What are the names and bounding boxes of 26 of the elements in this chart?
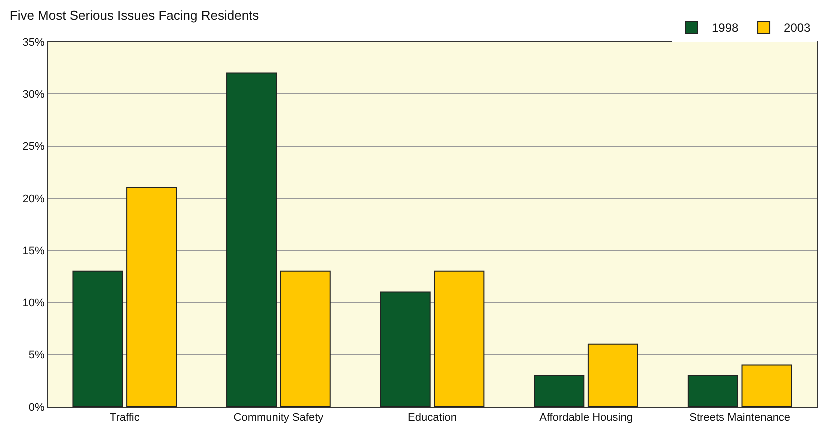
- bar: [742, 364, 792, 407]
- bar: [380, 292, 431, 407]
- bar: [434, 270, 485, 407]
- legend-label: 1998: [712, 21, 740, 36]
- y-tick-label: 20%: [22, 193, 46, 206]
- bar: [126, 188, 178, 407]
- legend-label: 2003: [784, 21, 812, 36]
- bar: [688, 375, 738, 407]
- y-tick-label: 25%: [22, 141, 46, 154]
- y-tick-label: 10%: [22, 298, 46, 310]
- x-tick-label: Affordable Housing: [540, 412, 633, 424]
- bar: [226, 72, 278, 407]
- y-tick-label: 15%: [22, 245, 46, 258]
- x-tick-label: Streets Maintenance: [690, 412, 791, 424]
- bar: [72, 270, 124, 407]
- y-tick-label: 0%: [28, 402, 46, 414]
- y-tick-label: 30%: [22, 88, 46, 101]
- bar: [588, 344, 638, 407]
- chart-title: Five Most Serious Issues Facing Residents: [10, 8, 260, 24]
- bar: [280, 270, 331, 407]
- x-tick-label: Education: [408, 412, 457, 424]
- y-tick-label: 35%: [22, 36, 46, 49]
- y-tick-label: 5%: [28, 350, 46, 362]
- bar: [534, 375, 585, 407]
- x-tick-label: Traffic: [110, 412, 140, 424]
- x-tick-label: Community Safety: [234, 412, 324, 424]
